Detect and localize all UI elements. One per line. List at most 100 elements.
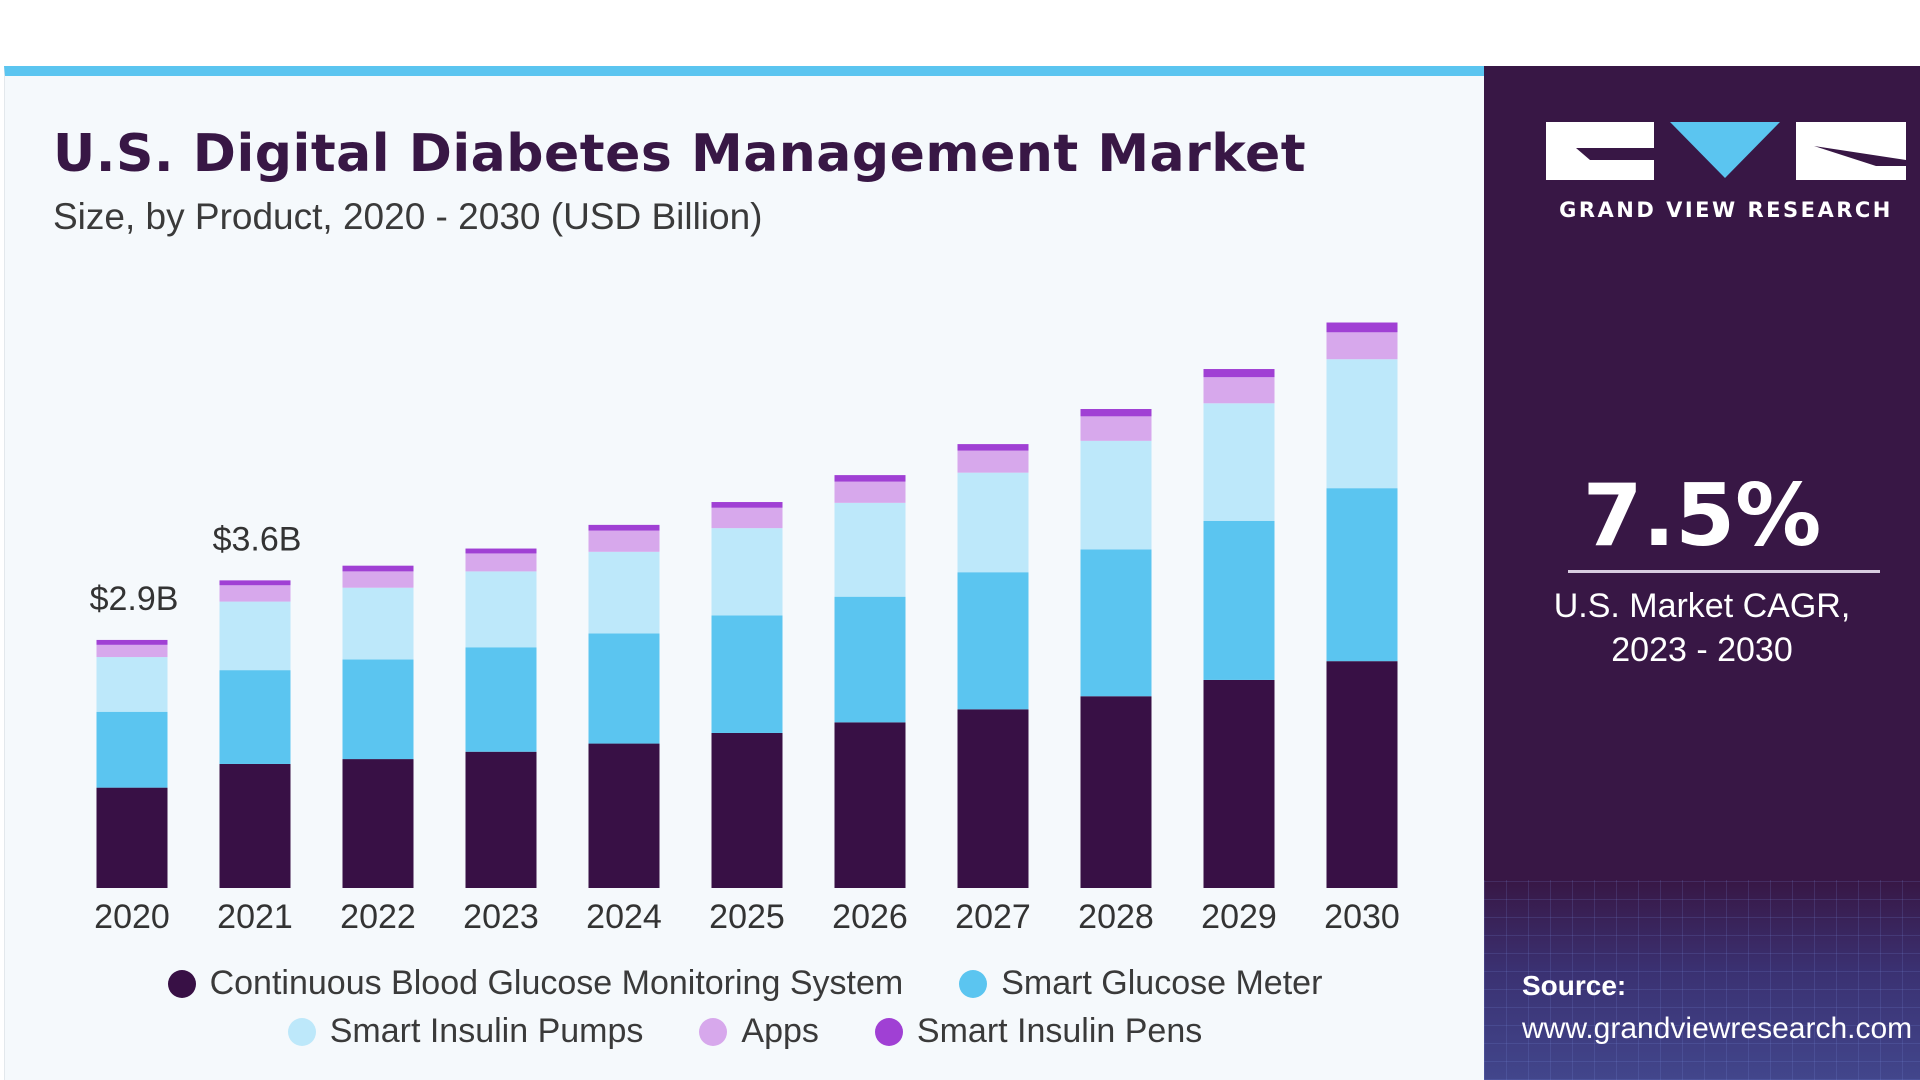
bar-segment-2029-series-5: [1203, 369, 1275, 378]
x-tick-label-2028: 2028: [1078, 898, 1154, 936]
chart-legend-row-2: Smart Insulin Pumps Apps Smart Insulin Pen…: [5, 1012, 1485, 1051]
x-tick-label-2024: 2024: [586, 898, 662, 936]
source-label: Source:: [1522, 970, 1627, 1001]
x-tick-label-2020: 2020: [94, 898, 170, 936]
source-link[interactable]: www.grandviewresearch.com: [1522, 1012, 1913, 1045]
bar-segment-2022-series-4: [342, 571, 414, 588]
bar-segment-2029-series-3: [1203, 403, 1275, 521]
bar-segment-2028-series-2: [1080, 549, 1152, 697]
bar-segment-2020-series-3: [96, 657, 168, 712]
stacked-bar-chart: 2020 2021 2022 2023 2024 2025 2026 2027 2028 2029…: [90, 322, 1400, 936]
chart-panel: U.S. Digital Diabetes Management Market …: [4, 66, 1484, 1080]
bar-segment-2020-series-1: [96, 787, 168, 888]
bar-segment-2024-series-3: [588, 551, 660, 634]
grand-view-research-logo: [1546, 122, 1906, 180]
bar-segment-2022-series-1: [342, 759, 414, 888]
bar-segment-2022-series-2: [342, 659, 414, 760]
bar-segment-2023-series-3: [465, 571, 537, 648]
data-label-2021: $3.6B: [213, 520, 302, 558]
bar-segment-2026-series-5: [834, 475, 906, 482]
bar-segment-2021-series-2: [219, 670, 291, 764]
bar-segment-2022-series-3: [342, 587, 414, 660]
data-label-2020: $2.9B: [90, 580, 179, 618]
legend-swatch: [167, 969, 196, 998]
bar-segment-2025-series-2: [711, 615, 783, 733]
bar-segment-2030-series-4: [1326, 332, 1398, 360]
bar-segment-2024-series-5: [588, 524, 660, 531]
x-tick-label-2030: 2030: [1324, 898, 1400, 936]
bar-segment-2025-series-5: [711, 502, 783, 508]
x-tick-label-2021: 2021: [217, 898, 293, 936]
bar-segment-2020-series-4: [96, 644, 168, 658]
bar-segment-2024-series-1: [588, 743, 660, 888]
bar-segment-2027-series-4: [957, 450, 1029, 473]
bar-segment-2021-series-4: [219, 585, 291, 602]
legend-swatch: [287, 1017, 316, 1046]
bar-segment-2029-series-4: [1203, 377, 1275, 404]
bar-segment-2025-series-4: [711, 507, 783, 529]
legend-swatch: [959, 969, 988, 998]
cagr-label-line-2: 2023 - 2030: [1611, 631, 1793, 669]
legend-item-2: Smart Glucose Meter: [959, 964, 1322, 1003]
bar-segment-2022-series-5: [342, 565, 414, 572]
bar-segment-2020-series-2: [96, 711, 168, 788]
legend-label: Smart Glucose Meter: [1001, 964, 1323, 1002]
legend-label: Smart Insulin Pumps: [329, 1012, 644, 1050]
bar-segment-2021-series-3: [219, 601, 291, 671]
bar-segment-2025-series-3: [711, 528, 783, 616]
x-tick-label-2026: 2026: [832, 898, 908, 936]
bar-segment-2030-series-5: [1326, 322, 1398, 333]
bar-segment-2030-series-3: [1326, 359, 1398, 489]
bar-segment-2027-series-1: [957, 709, 1029, 888]
bar-segment-2024-series-2: [588, 633, 660, 744]
bar-segment-2028-series-5: [1080, 409, 1152, 417]
bar-segment-2020-series-5: [96, 639, 168, 645]
bar-segment-2023-series-1: [465, 751, 537, 888]
legend-swatch: [699, 1017, 728, 1046]
x-tick-label-2023: 2023: [463, 898, 539, 936]
bar-segment-2029-series-1: [1203, 679, 1275, 888]
cagr-value: 7.5%: [1582, 466, 1822, 566]
bar-segment-2027-series-3: [957, 472, 1029, 573]
legend-item-4: Apps: [699, 1012, 819, 1051]
bar-segment-2029-series-2: [1203, 520, 1275, 680]
x-tick-label-2027: 2027: [955, 898, 1031, 936]
chart-subtitle: Size, by Product, 2020 - 2030 (USD Billi…: [53, 196, 763, 237]
bar-segment-2026-series-4: [834, 481, 906, 503]
legend-label: Apps: [741, 1012, 819, 1050]
chart-title: U.S. Digital Diabetes Management Market: [53, 124, 1307, 184]
chart-card: U.S. Digital Diabetes Management Market …: [4, 66, 1920, 1080]
bar-segment-2028-series-3: [1080, 440, 1152, 550]
bar-segment-2025-series-1: [711, 732, 783, 888]
bar-segment-2021-series-5: [219, 580, 291, 586]
bar-segment-2026-series-1: [834, 722, 906, 888]
bar-segment-2024-series-4: [588, 530, 660, 552]
bar-segment-2023-series-2: [465, 647, 537, 752]
bar-segment-2028-series-1: [1080, 696, 1152, 888]
legend-item-3: Smart Insulin Pumps: [287, 1012, 644, 1051]
chart-legend-row-1: Continuous Blood Glucose Monitoring Syst…: [5, 964, 1485, 1003]
brand-name: GRAND VIEW RESEARCH: [1559, 198, 1893, 222]
bar-segment-2030-series-1: [1326, 661, 1398, 888]
x-tick-label-2025: 2025: [709, 898, 785, 936]
bar-segment-2027-series-5: [957, 444, 1029, 451]
legend-label: Continuous Blood Glucose Monitoring Syst…: [209, 964, 904, 1002]
legend-swatch: [874, 1017, 903, 1046]
legend-item-5: Smart Insulin Pens: [874, 1012, 1203, 1051]
bar-segment-2023-series-4: [465, 553, 537, 572]
cagr-label: U.S. Market CAGR, 2023 - 2030: [1484, 584, 1920, 672]
legend-item-1: Continuous Blood Glucose Monitoring Syst…: [167, 964, 904, 1003]
bar-segment-2027-series-2: [957, 572, 1029, 710]
bar-segment-2021-series-1: [219, 763, 291, 888]
brand-sidebar: GRAND VIEW RESEARCH 7.5% U.S. Market CAG…: [1484, 66, 1920, 1080]
bar-segment-2023-series-5: [465, 548, 537, 554]
bar-segment-2026-series-3: [834, 502, 906, 597]
bar-segment-2030-series-2: [1326, 488, 1398, 662]
legend-label: Smart Insulin Pens: [916, 1012, 1203, 1050]
divider: [1568, 570, 1880, 573]
cagr-label-line-1: U.S. Market CAGR,: [1553, 587, 1851, 625]
x-tick-label-2022: 2022: [340, 898, 416, 936]
bar-segment-2028-series-4: [1080, 416, 1152, 441]
bar-segment-2026-series-2: [834, 596, 906, 723]
x-tick-label-2029: 2029: [1201, 898, 1277, 936]
